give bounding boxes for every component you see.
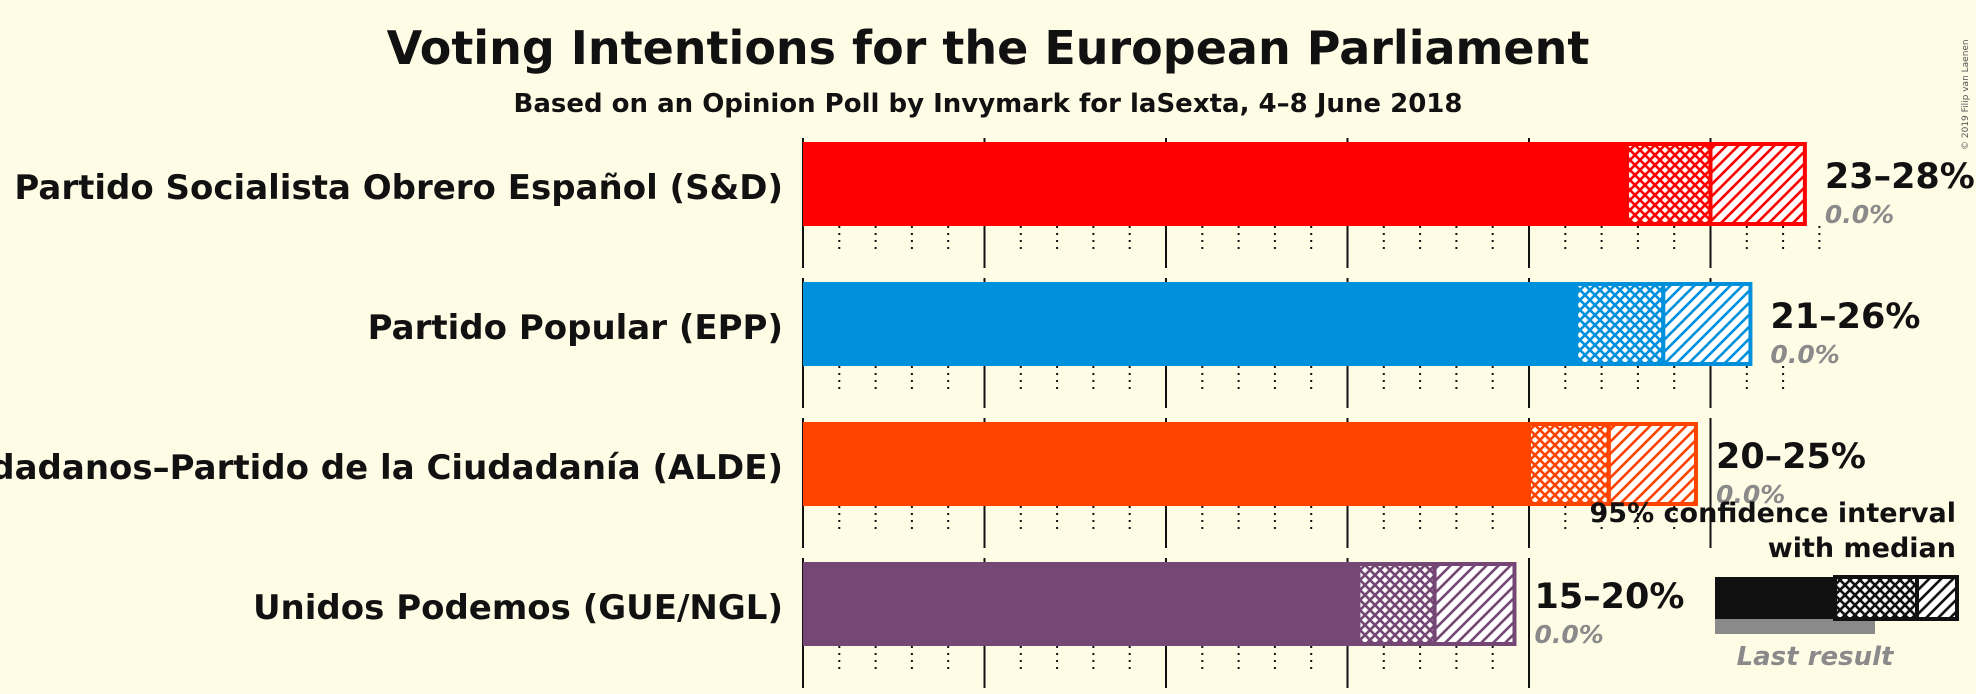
last-result-label: 0.0%: [1534, 620, 1603, 649]
bar-ci-median-part: [1527, 422, 1611, 506]
category-label: Unidos Podemos (GUE/NGL): [253, 588, 783, 628]
bar-ci-median-part: [1574, 282, 1666, 366]
range-label: 15–20%: [1534, 577, 1684, 617]
legend-ci-diag: [1915, 575, 1959, 621]
last-result-label: 0.0%: [1825, 200, 1894, 229]
legend: 95% confidence interval with median Last…: [1590, 498, 1959, 672]
legend-last-result-bar: [1715, 618, 1875, 634]
labels: Partido Socialista Obrero Español (S&D) 2…: [0, 157, 1975, 649]
legend-line1: 95% confidence interval: [1590, 498, 1956, 529]
bar-ci-median-part: [1356, 562, 1437, 646]
legend-last-result-label: Last result: [1737, 642, 1895, 672]
legend-ci-cross: [1833, 575, 1919, 621]
copyright-text: © 2019 Filip van Laenen: [1961, 39, 1971, 150]
category-label: Ciudadanos–Partido de la Ciudadanía (ALD…: [0, 448, 783, 488]
bar-ci-upper-part: [1606, 422, 1698, 506]
bar-ci-upper-part: [1432, 562, 1517, 646]
chart-subtitle: Based on an Opinion Poll by Invymark for…: [514, 89, 1463, 119]
bar-ci-upper-part: [1661, 282, 1753, 366]
bar-solid: [803, 422, 1529, 506]
bar-solid: [803, 282, 1577, 366]
category-label: Partido Popular (EPP): [368, 308, 783, 348]
legend-solid-bar: [1715, 577, 1835, 619]
range-label: 20–25%: [1716, 437, 1866, 477]
bar-solid: [803, 142, 1628, 226]
range-label: 23–28%: [1825, 157, 1975, 197]
bar-ci-upper-part: [1708, 142, 1807, 226]
legend-line2: with median: [1768, 533, 1956, 564]
range-label: 21–26%: [1770, 297, 1920, 337]
last-result-label: 0.0%: [1716, 480, 1785, 509]
bars: [803, 142, 1807, 646]
bar-ci-median-part: [1625, 142, 1713, 226]
last-result-label: 0.0%: [1770, 340, 1839, 369]
bar-solid: [803, 562, 1359, 646]
category-label: Partido Socialista Obrero Español (S&D): [14, 168, 783, 208]
chart-title: Voting Intentions for the European Parli…: [387, 21, 1590, 75]
